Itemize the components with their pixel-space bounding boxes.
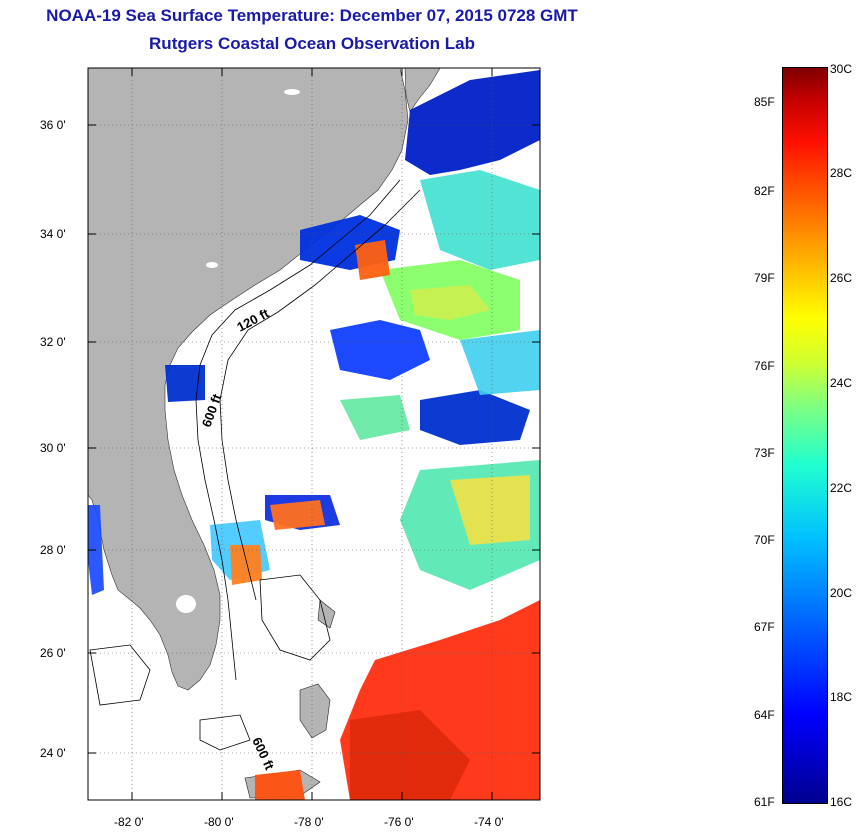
sst-patches-warm [230, 240, 540, 800]
lon-label: -74 0' [474, 815, 504, 829]
colorbar-c-label: 26C [830, 271, 853, 285]
colorbar-c-label: 30C [830, 62, 853, 76]
axis-ticks [88, 68, 540, 800]
lon-label: -82 0' [114, 815, 144, 829]
graticule [88, 68, 540, 800]
colorbar-f-label: 70F [754, 533, 775, 547]
lat-label: 30 0' [40, 441, 66, 455]
colorbar-c-label: 22C [830, 481, 853, 495]
lat-label: 36 0' [40, 118, 66, 132]
colorbar-f-label: 67F [754, 620, 775, 634]
lake-okeechobee [176, 595, 196, 613]
bathymetry-contours [89, 179, 421, 751]
colorbar-f-label: 73F [754, 446, 775, 460]
lon-label: -80 0' [204, 815, 234, 829]
lat-label: 24 0' [40, 746, 66, 760]
map-title: NOAA-19 Sea Surface Temperature: Decembe… [46, 6, 578, 25]
colorbar-f-label: 79F [754, 271, 775, 285]
lake [284, 89, 300, 95]
colorbar-c-label: 20C [830, 586, 853, 600]
colorbar-c-label: 18C [830, 690, 853, 704]
lat-label: 28 0' [40, 543, 66, 557]
colorbar-f-label: 64F [754, 708, 775, 722]
lat-label: 32 0' [40, 335, 66, 349]
sst-patches-mid [210, 170, 540, 590]
lat-label: 34 0' [40, 227, 66, 241]
island-bahamas [317, 599, 336, 629]
colorbar-c-label: 28C [830, 166, 853, 180]
colorbar-f-label: 76F [754, 359, 775, 373]
colorbar-f-label: 61F [754, 795, 775, 809]
colorbar-c-label: 24C [830, 376, 853, 390]
island-bahamas [299, 683, 331, 739]
colorbar-c-label: 16C [830, 795, 853, 809]
colorbar-f-label: 85F [754, 95, 775, 109]
lat-label: 26 0' [40, 646, 66, 660]
temperature-colorbar [782, 67, 828, 804]
lon-label: -76 0' [384, 815, 414, 829]
colorbar-f-label: 82F [754, 184, 775, 198]
lake [206, 262, 218, 268]
map-subtitle: Rutgers Coastal Ocean Observation Lab [149, 34, 475, 53]
lon-label: -78 0' [294, 815, 324, 829]
